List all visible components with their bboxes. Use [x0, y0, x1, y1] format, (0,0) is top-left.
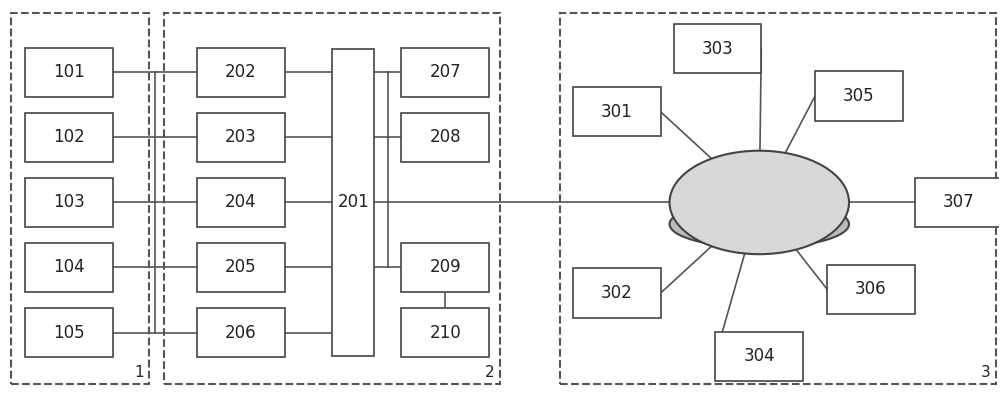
FancyBboxPatch shape [573, 268, 661, 318]
FancyBboxPatch shape [827, 264, 915, 314]
FancyBboxPatch shape [197, 48, 285, 97]
Text: 103: 103 [53, 193, 85, 212]
FancyBboxPatch shape [25, 308, 113, 357]
Text: 205: 205 [225, 258, 257, 276]
Ellipse shape [670, 151, 849, 254]
FancyBboxPatch shape [401, 48, 489, 97]
Text: 3: 3 [981, 365, 991, 380]
FancyBboxPatch shape [401, 308, 489, 357]
Text: 203: 203 [225, 128, 257, 146]
FancyBboxPatch shape [815, 71, 903, 121]
FancyBboxPatch shape [401, 113, 489, 162]
Text: 306: 306 [855, 280, 887, 298]
Text: 301: 301 [601, 103, 633, 121]
FancyBboxPatch shape [915, 178, 1000, 227]
Text: 101: 101 [53, 64, 85, 81]
FancyBboxPatch shape [401, 243, 489, 292]
Text: 105: 105 [53, 324, 85, 341]
Text: 206: 206 [225, 324, 257, 341]
Ellipse shape [670, 200, 849, 248]
FancyBboxPatch shape [715, 331, 803, 381]
Text: 2: 2 [484, 365, 494, 380]
Text: 207: 207 [429, 64, 461, 81]
FancyBboxPatch shape [197, 308, 285, 357]
Text: 305: 305 [843, 87, 875, 105]
FancyBboxPatch shape [674, 24, 761, 73]
Text: 307: 307 [943, 193, 975, 212]
FancyBboxPatch shape [197, 178, 285, 227]
Text: 201: 201 [338, 193, 369, 212]
Text: 208: 208 [429, 128, 461, 146]
Text: 210: 210 [429, 324, 461, 341]
Text: 104: 104 [53, 258, 85, 276]
FancyBboxPatch shape [25, 48, 113, 97]
FancyBboxPatch shape [25, 113, 113, 162]
Text: 302: 302 [601, 284, 633, 302]
Text: 1: 1 [134, 365, 144, 380]
FancyBboxPatch shape [573, 87, 661, 137]
Text: 102: 102 [53, 128, 85, 146]
Text: 202: 202 [225, 64, 257, 81]
Text: 303: 303 [702, 40, 733, 58]
FancyBboxPatch shape [197, 243, 285, 292]
FancyBboxPatch shape [25, 243, 113, 292]
FancyBboxPatch shape [332, 49, 374, 356]
FancyBboxPatch shape [197, 113, 285, 162]
Text: 304: 304 [743, 347, 775, 365]
Text: 209: 209 [429, 258, 461, 276]
FancyBboxPatch shape [25, 178, 113, 227]
Text: 204: 204 [225, 193, 257, 212]
